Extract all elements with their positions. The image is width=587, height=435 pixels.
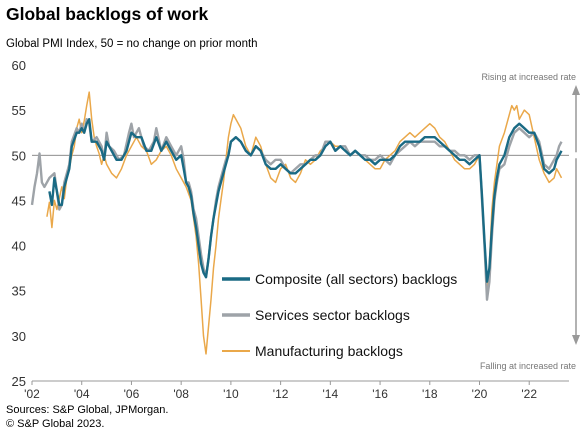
y-tick-label: 35	[12, 284, 26, 299]
chart-title: Global backlogs of work	[6, 4, 209, 24]
source-note: Sources: S&P Global, JPMorgan.	[6, 404, 169, 416]
chart-subtitle: Global PMI Index, 50 = no change on prio…	[6, 38, 258, 50]
x-tick-label: '10	[223, 387, 239, 401]
x-tick-label: '06	[124, 387, 140, 401]
y-tick-label: 30	[12, 329, 26, 344]
annotation-rising: Rising at increased rate	[481, 72, 576, 82]
x-tick-label: '20	[472, 387, 488, 401]
x-tick-label: '18	[422, 387, 438, 401]
falling-arrow-head	[572, 335, 580, 345]
annotation-falling: Falling at increased rate	[480, 361, 576, 371]
series-line-composite	[48, 118, 563, 283]
legend-label-services: Services sector backlogs	[255, 307, 410, 323]
x-tick-label: '08	[173, 387, 189, 401]
y-tick-label: 60	[12, 58, 26, 73]
legend-label-manufacturing: Manufacturing backlogs	[255, 343, 403, 359]
y-tick-label: 45	[12, 193, 26, 208]
y-tick-label: 55	[12, 103, 26, 118]
y-tick-label: 25	[12, 374, 26, 389]
x-tick-label: '02	[24, 387, 40, 401]
copyright-note: © S&P Global 2023.	[6, 418, 105, 430]
y-tick-label: 50	[12, 148, 26, 163]
x-tick-label: '16	[372, 387, 388, 401]
y-tick-label: 40	[12, 239, 26, 254]
legend-label-composite: Composite (all sectors) backlogs	[255, 271, 457, 287]
x-tick-label: '14	[323, 387, 339, 401]
x-tick-label: '04	[74, 387, 90, 401]
rising-arrow-head	[572, 85, 580, 95]
x-tick-label: '22	[521, 387, 537, 401]
x-tick-label: '12	[273, 387, 289, 401]
